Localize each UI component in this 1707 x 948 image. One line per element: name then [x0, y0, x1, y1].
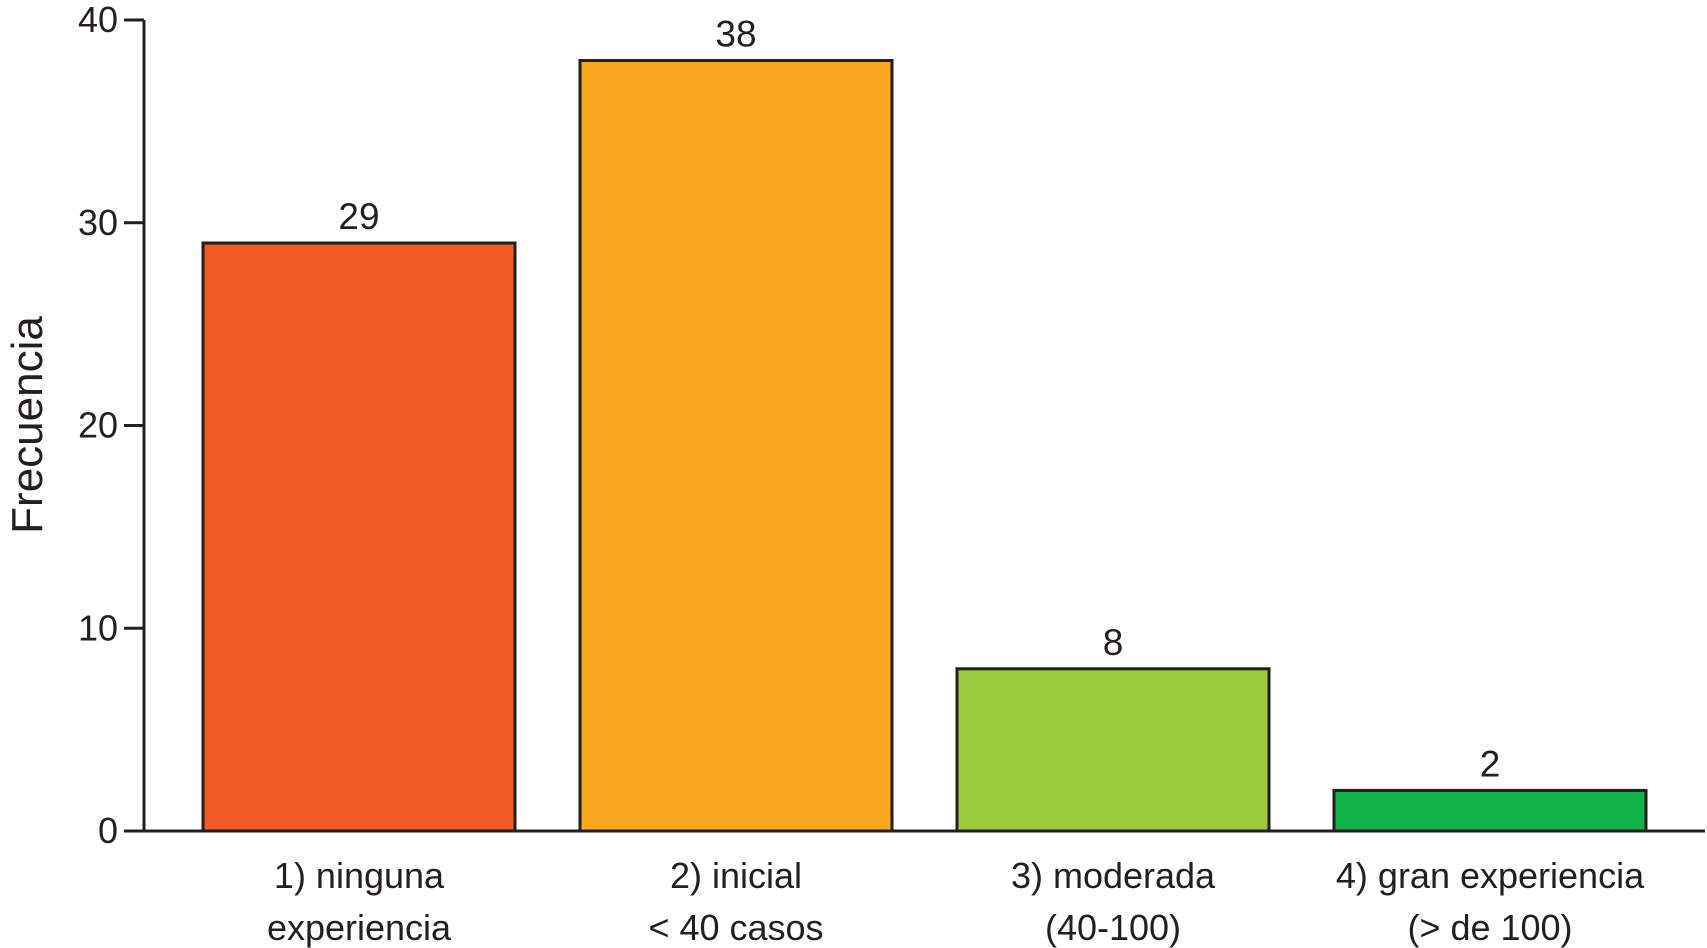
bar — [578, 59, 894, 833]
x-axis: 1) ninguna experiencia 2) inicial < 40 caso… — [124, 829, 1705, 948]
data-label: 8 — [1103, 622, 1124, 663]
data-label: 38 — [715, 14, 756, 55]
bars — [201, 59, 1648, 833]
x-tick-label: 3) moderada — [1011, 855, 1216, 896]
y-tick-label: 0 — [98, 810, 118, 851]
data-labels: 29 38 8 2 — [338, 14, 1500, 785]
bar — [201, 241, 517, 833]
bar — [955, 667, 1271, 833]
x-tick-label: (> de 100) — [1407, 907, 1572, 948]
x-tick-label: experiencia — [267, 907, 452, 948]
y-tick-label: 30 — [78, 202, 118, 243]
y-tick-label: 20 — [78, 405, 118, 446]
y-axis-title: Frecuencia — [3, 316, 52, 534]
data-label: 2 — [1480, 743, 1501, 784]
y-tick-label: 10 — [78, 607, 118, 648]
data-label: 29 — [338, 196, 379, 237]
x-tick-label: 4) gran experiencia — [1336, 855, 1645, 896]
x-tick-label: 1) ninguna — [274, 855, 445, 896]
y-tick-label: 40 — [78, 0, 118, 40]
x-tick-label: (40-100) — [1045, 907, 1181, 948]
bar — [1332, 788, 1648, 833]
x-tick-label: 2) inicial — [670, 855, 802, 896]
x-tick-label: < 40 casos — [648, 907, 823, 948]
y-axis: 0 10 20 30 40 — [78, 0, 146, 851]
